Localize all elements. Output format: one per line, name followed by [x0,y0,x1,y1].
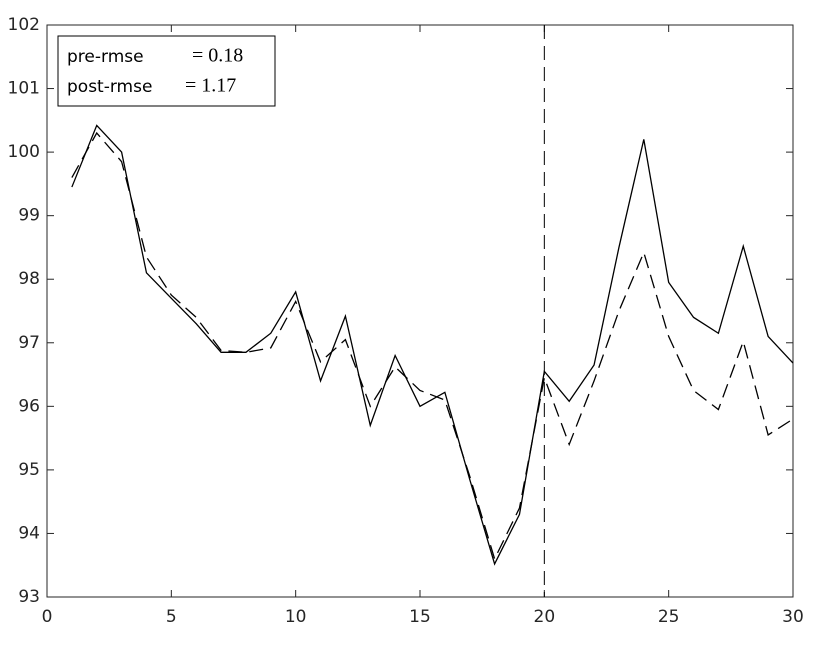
x-tick-label: 0 [42,607,53,627]
annotation-value: = 1.17 [185,75,236,97]
plot-area [46,24,794,598]
annotation-box [57,35,276,107]
x-tick-label: 15 [409,607,431,627]
annotation-label: pre-rmse [67,47,144,67]
annotation-label: post-rmse [67,77,152,97]
annotation-value: = 0.18 [192,45,243,67]
y-tick-label: 97 [18,333,40,353]
y-tick-label: 101 [8,79,40,99]
y-tick-label: 99 [18,206,40,226]
y-tick-label: 95 [18,460,40,480]
y-tick-label: 100 [8,142,40,162]
x-tick-label: 5 [166,607,177,627]
series-line [71,131,794,561]
series-line [71,124,794,566]
x-tick-label: 25 [658,607,680,627]
y-tick-label: 98 [18,269,40,289]
x-tick-label: 30 [782,607,804,627]
y-tick-label: 94 [18,523,40,543]
x-tick-label: 10 [285,607,307,627]
y-tick-label: 102 [8,15,40,35]
y-tick-label: 93 [18,587,40,607]
x-tick-label: 20 [534,607,556,627]
y-tick-label: 96 [18,396,40,416]
